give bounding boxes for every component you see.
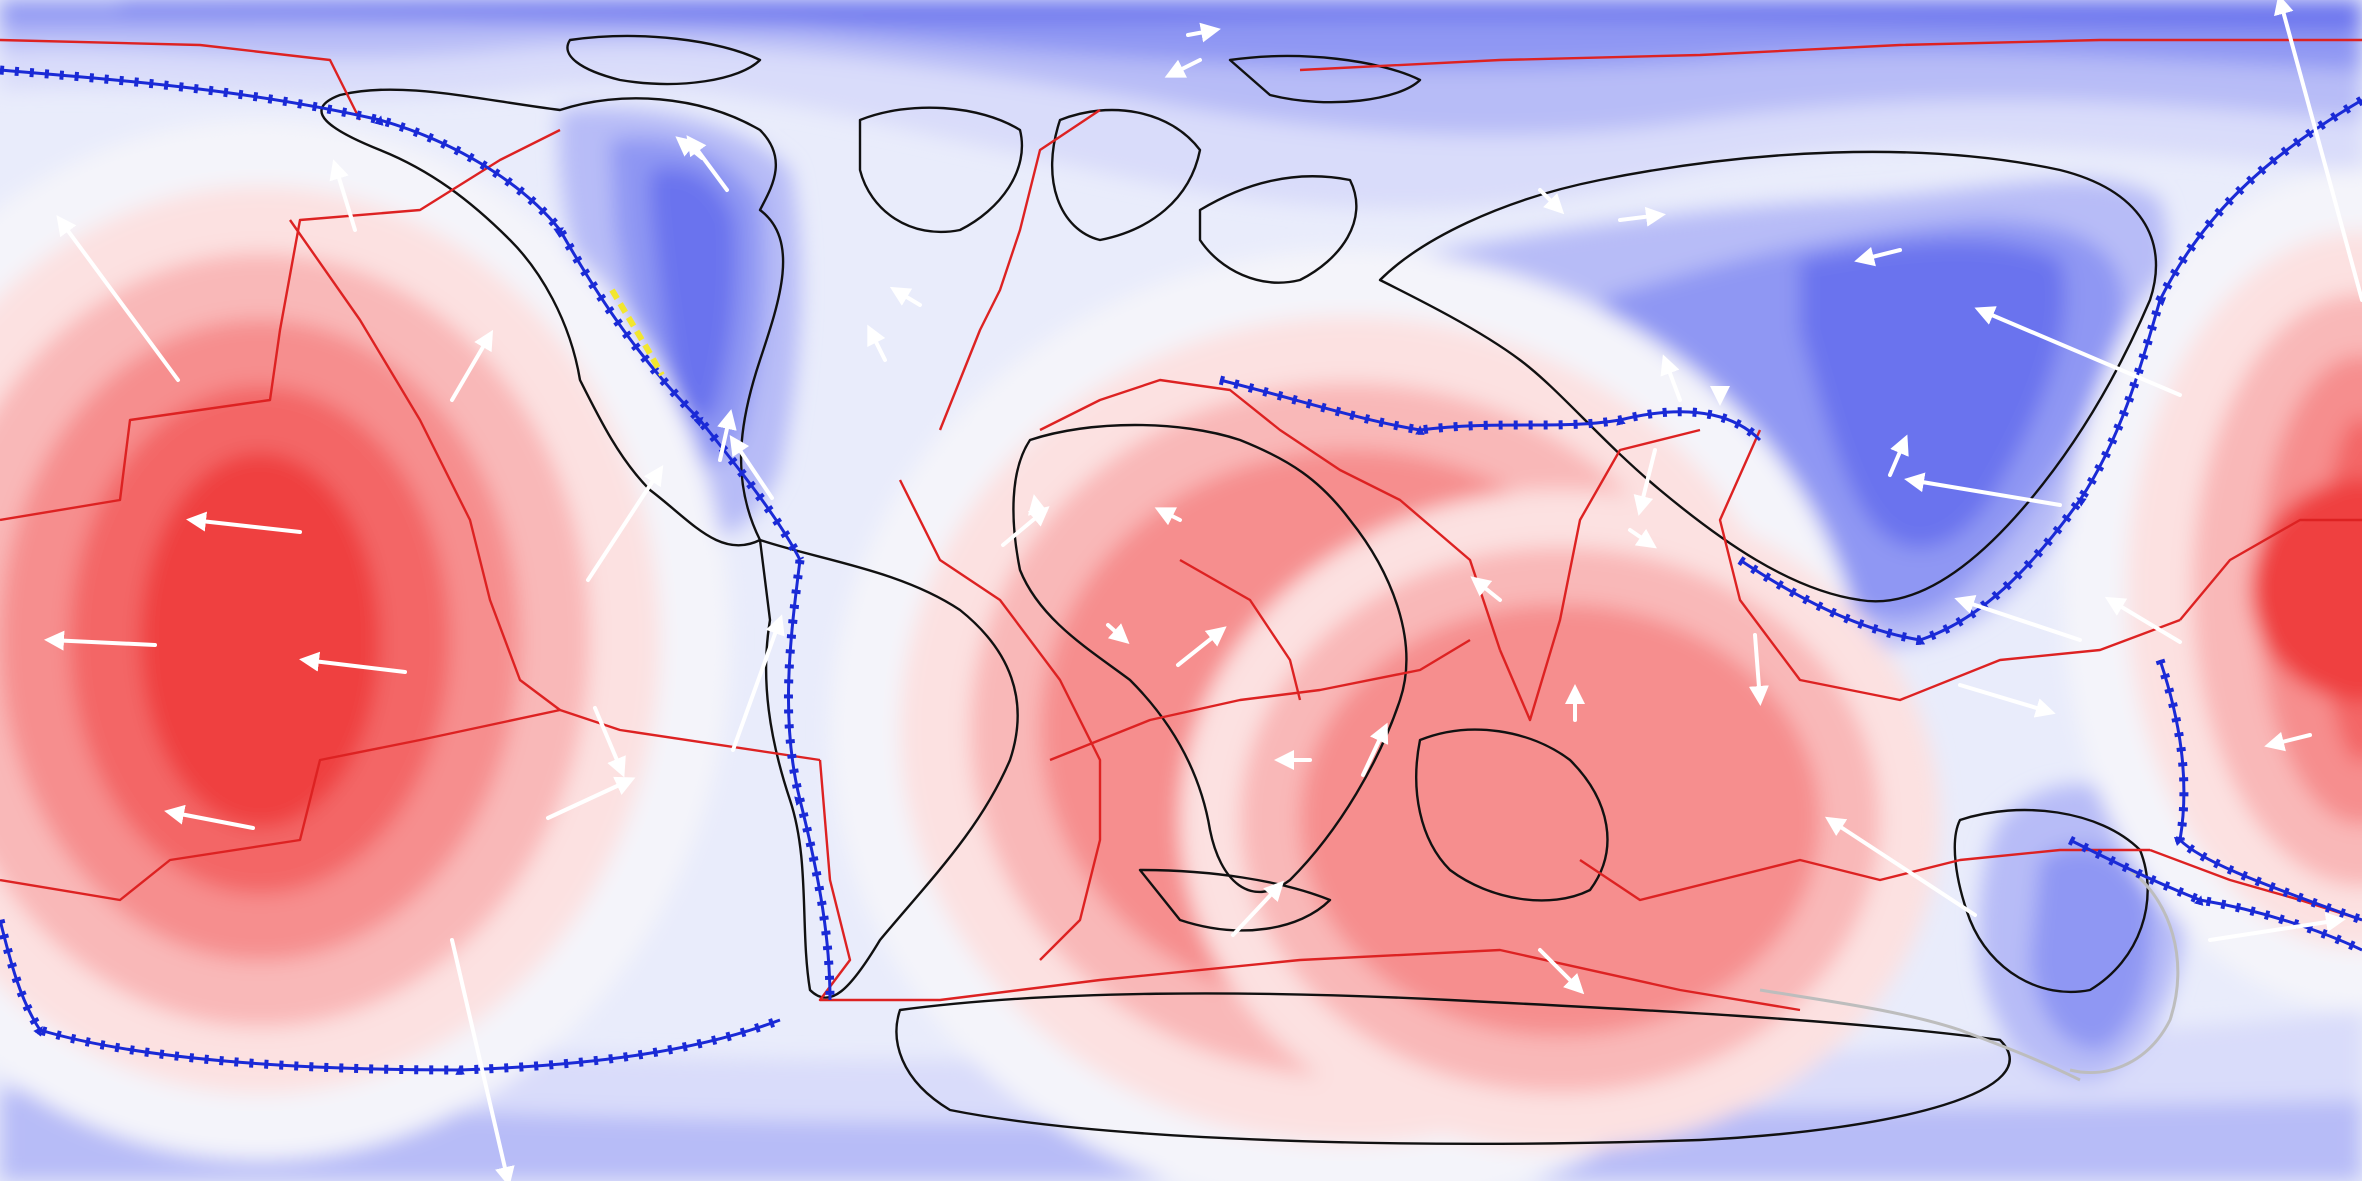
plate-motion-arrow-1: [56, 215, 180, 382]
coastline-11: [895, 992, 2011, 1145]
plate-motion-arrow-41: [2274, 0, 2362, 302]
plate-motion-arrow-21: [1176, 626, 1227, 667]
coastline-6: [1378, 150, 2158, 603]
plate-motion-arrow-2: [186, 511, 302, 534]
plate-motion-arrow-19: [1001, 506, 1050, 547]
plate-motion-arrow-30: [1904, 472, 2062, 507]
plate-boundary-13: [0, 38, 362, 121]
plate-boundary-9: [1718, 429, 2181, 702]
plate-motion-arrow-38: [2264, 731, 2312, 752]
indian-contour-3: [1300, 604, 1820, 1036]
plate-motion-arrow-10: [329, 159, 357, 232]
plate-boundary-4: [818, 759, 1801, 1012]
plate-motion-arrow-48: [867, 324, 887, 362]
coastline-2: [758, 538, 1019, 999]
plate-motion-arrow-46: [1470, 576, 1502, 602]
plate-motion-arrow-18: [889, 286, 922, 307]
east-pacific-contour-6: [2250, 478, 2362, 702]
plate-boundary-14: [1049, 638, 1471, 762]
plate-motion-arrow-4: [299, 651, 407, 674]
negative-contour-14: [2030, 845, 2153, 1050]
plate-motion-arrow-39: [2208, 912, 2346, 942]
plate-boundary-5: [898, 479, 1102, 961]
plate-boundary-6: [1039, 378, 1502, 651]
plate-motion-arrows-layer: [44, 0, 2362, 1181]
coastline-3: [1012, 423, 1408, 894]
plate-motion-arrow-43: [1154, 507, 1182, 526]
plate-boundaries-layer: [0, 38, 2362, 1012]
plate-motion-arrow-35: [1748, 633, 1769, 706]
plate-motion-arrow-9: [450, 938, 515, 1181]
coastline-1: [320, 88, 785, 547]
plate-motion-arrow-7: [593, 706, 626, 778]
plate-motion-arrow-34: [1633, 448, 1657, 516]
plate-motion-arrow-6: [450, 329, 494, 402]
subduction-teeth-4: [1218, 375, 1764, 444]
coastline-13: [1228, 54, 1422, 104]
ridge-highlight-layer: [609, 288, 665, 377]
gray-outline-2: [1759, 988, 2081, 1082]
plate-motion-arrow-13: [717, 409, 737, 462]
pacific-contour-6: [140, 452, 380, 828]
plate-motion-arrow-31: [1954, 594, 2082, 642]
plate-motion-arrow-42: [1164, 58, 1202, 78]
plate-motion-arrow-11: [586, 464, 664, 582]
plate-motion-arrow-44: [1106, 623, 1130, 644]
gray-outline-layer: [1759, 868, 2180, 1082]
coastline-7: [1198, 175, 1358, 284]
coastline-5: [1415, 728, 1609, 902]
plate-motion-arrow-14: [729, 435, 774, 500]
subduction-teeth-6: [2155, 658, 2362, 925]
plate-boundary-3: [289, 219, 561, 711]
subduction-teeth-5: [1737, 96, 2362, 645]
plate-boundary-12: [1299, 38, 2362, 72]
plate-boundary-8: [1579, 848, 2150, 902]
plate-boundary-11: [938, 109, 1101, 431]
plate-motion-arrow-49: [1660, 354, 1682, 402]
plate-motion-arrow-25: [1628, 528, 1657, 549]
coastline-9: [858, 106, 1024, 234]
subduction-teeth-7: [2067, 835, 2362, 955]
gray-outline-1: [2069, 868, 2180, 1075]
plate-motion-arrow-3: [44, 630, 157, 651]
plate-motion-arrow-8: [546, 776, 636, 820]
plate-motion-arrow-17: [686, 135, 729, 192]
negative-contour-4: [120, 0, 2362, 30]
landmass-layer: [320, 34, 2158, 1145]
coastline-12: [566, 34, 762, 86]
plate-motion-arrow-5: [164, 804, 255, 830]
plate-motion-arrow-32: [1888, 434, 1909, 477]
plate-motion-arrow-47: [1538, 188, 1565, 215]
plate-motion-arrow-28: [1854, 246, 1902, 267]
plate-motion-arrow-40: [1824, 816, 1977, 917]
plate-motion-arrow-20: [1027, 494, 1048, 516]
plate-motion-arrow-29: [1974, 306, 2182, 397]
plate-motion-arrow-22: [1231, 880, 1285, 937]
plate-boundary-10: [2179, 518, 2362, 621]
plate-motion-arrow-37: [2104, 596, 2182, 644]
plate-motion-arrow-36: [1958, 683, 2056, 718]
coastline-4: [1138, 868, 1332, 932]
coastline-10: [1953, 808, 2149, 994]
plate-motion-arrow-12: [731, 614, 785, 752]
subduction-teeth-3: [0, 918, 782, 1075]
ridge-highlight: [609, 288, 665, 377]
plate-motion-arrow-16: [1186, 22, 1221, 43]
coastline-8: [1051, 108, 1202, 242]
subduction-teeth-2: [783, 559, 835, 1001]
plate-motion-arrow-24: [1538, 948, 1585, 995]
plate-boundary-15: [1179, 558, 1302, 701]
plate-motion-arrow-27: [1618, 206, 1666, 227]
plate-boundary-7: [1498, 428, 1701, 722]
plate-motion-arrow-23: [1361, 722, 1389, 777]
